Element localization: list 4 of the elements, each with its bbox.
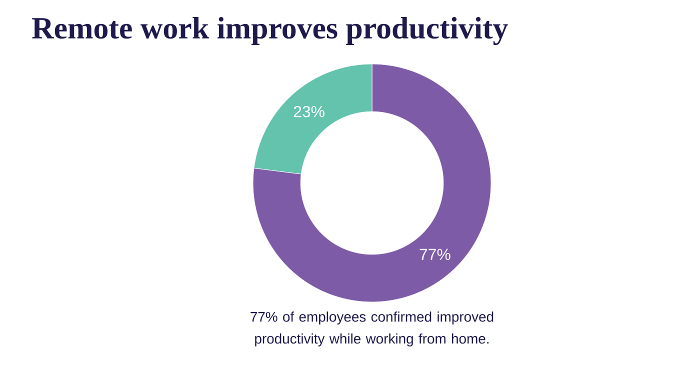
- data-label: 23%: [294, 106, 324, 118]
- chart-title: Remote work improves productivity: [32, 16, 508, 46]
- text: 77% of employees confirmed improved productivity while working from home.: [250, 312, 494, 346]
- data-label: 77%: [420, 248, 450, 260]
